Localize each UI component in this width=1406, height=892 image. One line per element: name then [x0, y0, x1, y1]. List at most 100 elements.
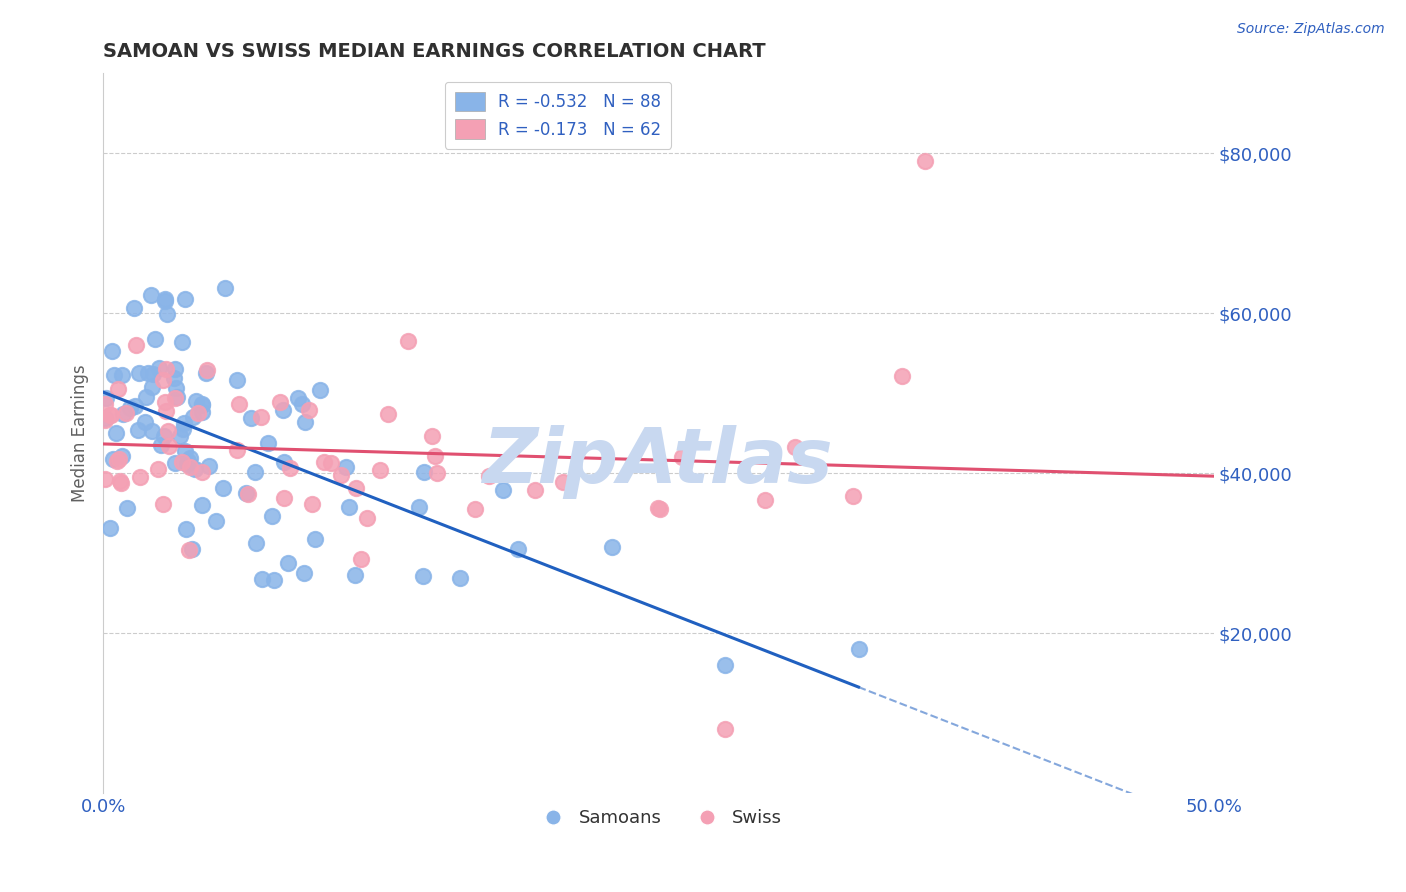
Point: [153, 429, 176, 443]
Point: [492, 483, 515, 498]
Point: [312, 454, 335, 468]
Point: [190, 396, 212, 410]
Point: [309, 383, 332, 397]
Point: [135, 390, 157, 404]
Point: [214, 280, 236, 294]
Point: [205, 514, 228, 528]
Point: [356, 510, 378, 524]
Point: [291, 397, 314, 411]
Point: [524, 483, 547, 497]
Point: [138, 367, 160, 381]
Point: [319, 456, 342, 470]
Point: [191, 405, 214, 419]
Point: [650, 501, 672, 516]
Point: [122, 301, 145, 316]
Point: [163, 370, 186, 384]
Point: [111, 407, 134, 421]
Point: [368, 463, 391, 477]
Point: [478, 468, 501, 483]
Point: [243, 466, 266, 480]
Point: [298, 402, 321, 417]
Point: [377, 407, 399, 421]
Text: Source: ZipAtlas.com: Source: ZipAtlas.com: [1237, 22, 1385, 37]
Point: [141, 380, 163, 394]
Point: [190, 466, 212, 480]
Legend: Samoans, Swiss: Samoans, Swiss: [529, 802, 789, 835]
Point: [195, 363, 218, 377]
Point: [152, 497, 174, 511]
Point: [157, 439, 180, 453]
Point: [226, 373, 249, 387]
Point: [396, 334, 419, 348]
Point: [551, 475, 574, 490]
Point: [128, 366, 150, 380]
Point: [94, 472, 117, 486]
Point: [148, 360, 170, 375]
Point: [423, 449, 446, 463]
Point: [101, 452, 124, 467]
Point: [238, 486, 260, 500]
Point: [142, 368, 165, 382]
Point: [420, 429, 443, 443]
Point: [177, 454, 200, 468]
Point: [278, 460, 301, 475]
Point: [103, 368, 125, 382]
Point: [134, 416, 156, 430]
Text: SAMOAN VS SWISS MEDIAN EARNINGS CORRELATION CHART: SAMOAN VS SWISS MEDIAN EARNINGS CORRELAT…: [103, 42, 766, 61]
Point: [179, 460, 201, 475]
Point: [914, 154, 936, 169]
Point: [139, 288, 162, 302]
Point: [94, 413, 117, 427]
Point: [165, 381, 187, 395]
Point: [754, 493, 776, 508]
Point: [273, 491, 295, 506]
Point: [141, 424, 163, 438]
Point: [96, 391, 118, 405]
Point: [277, 556, 299, 570]
Point: [304, 532, 326, 546]
Point: [426, 466, 449, 480]
Point: [152, 373, 174, 387]
Point: [841, 489, 863, 503]
Point: [111, 368, 134, 382]
Point: [273, 455, 295, 469]
Point: [343, 568, 366, 582]
Point: [506, 541, 529, 556]
Point: [155, 404, 177, 418]
Point: [94, 397, 117, 411]
Point: [235, 485, 257, 500]
Point: [105, 454, 128, 468]
Point: [250, 572, 273, 586]
Point: [211, 481, 233, 495]
Point: [195, 366, 218, 380]
Point: [107, 382, 129, 396]
Point: [176, 458, 198, 472]
Point: [172, 335, 194, 350]
Point: [165, 391, 187, 405]
Point: [163, 362, 186, 376]
Point: [335, 460, 357, 475]
Point: [115, 406, 138, 420]
Point: [287, 391, 309, 405]
Point: [301, 497, 323, 511]
Point: [891, 369, 914, 384]
Point: [263, 574, 285, 588]
Point: [117, 500, 139, 515]
Point: [180, 542, 202, 557]
Point: [125, 337, 148, 351]
Point: [155, 362, 177, 376]
Point: [177, 542, 200, 557]
Point: [187, 406, 209, 420]
Point: [228, 397, 250, 411]
Point: [155, 395, 177, 409]
Point: [337, 500, 360, 515]
Point: [145, 332, 167, 346]
Point: [294, 415, 316, 429]
Point: [163, 456, 186, 470]
Point: [600, 541, 623, 555]
Point: [449, 571, 471, 585]
Point: [100, 408, 122, 422]
Y-axis label: Median Earnings: Median Earnings: [72, 365, 89, 502]
Point: [412, 465, 434, 479]
Point: [174, 444, 197, 458]
